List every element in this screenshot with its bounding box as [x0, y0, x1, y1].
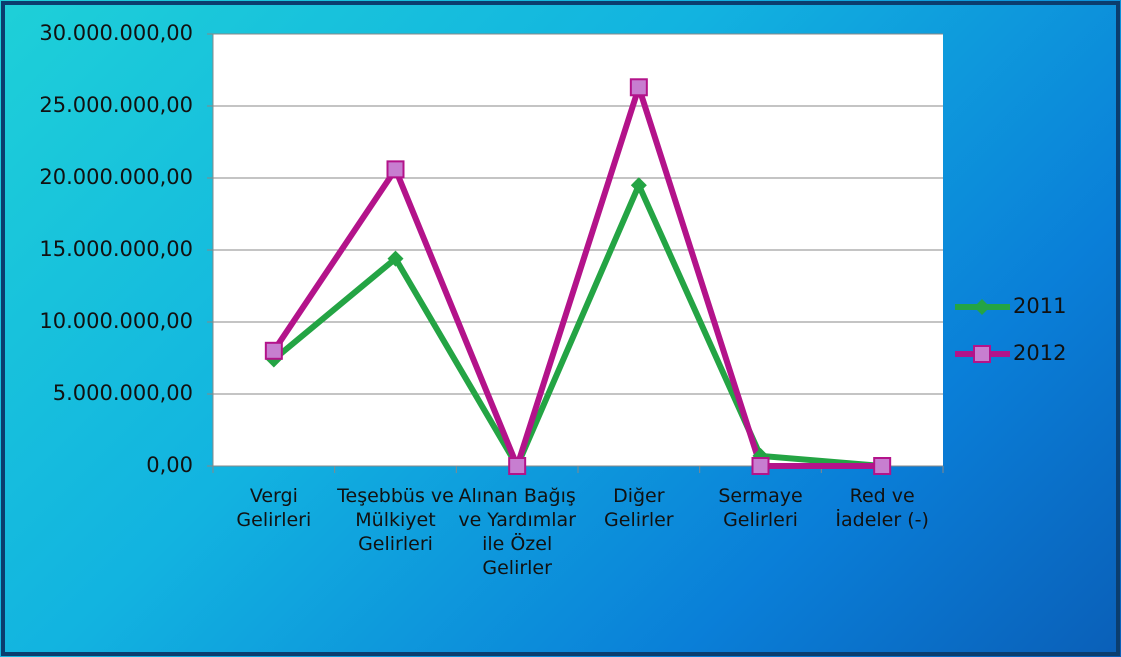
y-tick-label: 10.000.000,00: [39, 309, 193, 333]
marker: [387, 250, 404, 267]
marker: [508, 457, 527, 475]
x-tick-label: Alınan Bağış ve Yardımlar ile Özel Gelir…: [458, 485, 576, 579]
y-tick-label: 20.000.000,00: [39, 165, 193, 189]
series-line: [271, 84, 883, 469]
y-tick-label: 0,00: [146, 453, 193, 477]
marker: [630, 177, 647, 194]
x-tick-label: Diğer Gelirler: [604, 485, 674, 531]
y-tick-label: 25.000.000,00: [39, 93, 193, 117]
marker: [629, 78, 648, 97]
marker: [973, 345, 991, 363]
x-tick-label: Red ve İadeler (-): [835, 485, 929, 531]
marker: [974, 299, 990, 315]
x-tick-label: Sermaye Gelirleri: [718, 485, 803, 531]
x-tick-label: Vergi Gelirleri: [236, 485, 312, 531]
x-tick-label: Teşebbüs ve Mülkiyet Gelirleri: [337, 485, 454, 555]
y-tick-label: 5.000.000,00: [53, 381, 193, 405]
marker: [873, 457, 892, 475]
y-tick-label: 15.000.000,00: [39, 237, 193, 261]
legend-label: 2012: [1013, 341, 1066, 365]
series-line: [271, 182, 883, 469]
legend-label: 2011: [1013, 294, 1066, 318]
y-tick-label: 30.000.000,00: [39, 21, 193, 45]
marker: [264, 341, 283, 360]
marker: [751, 457, 770, 475]
marker: [386, 160, 405, 179]
